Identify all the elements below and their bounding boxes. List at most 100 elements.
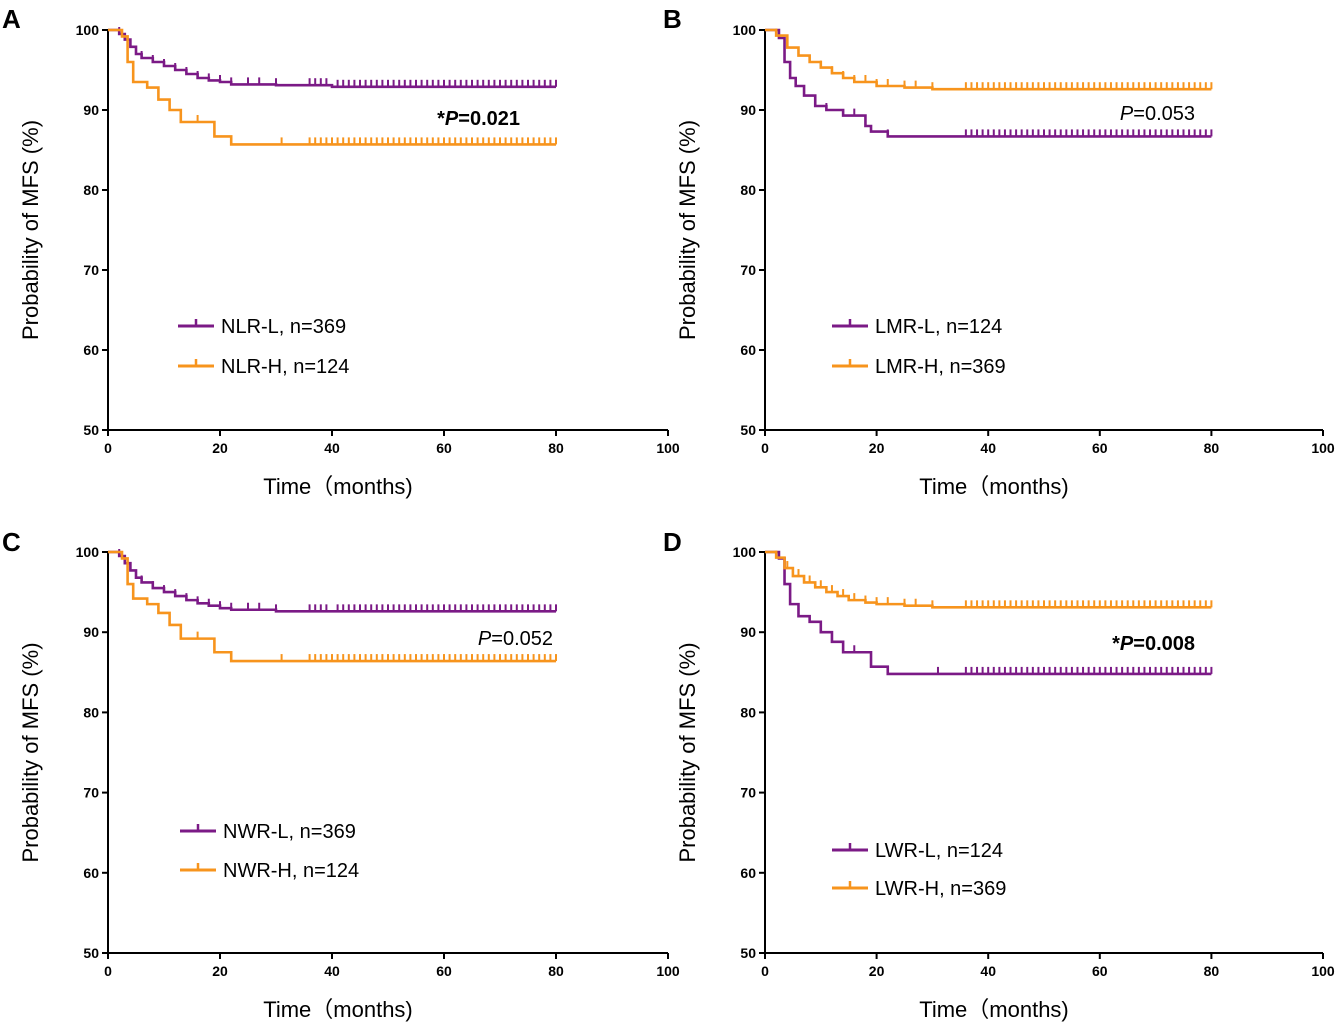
legend-item: NLR-H, n=124 [178, 356, 349, 378]
series-orange [765, 28, 1213, 91]
legend-label: LMR-H, n=369 [875, 356, 1006, 378]
x-tick-label: 100 [1311, 440, 1335, 456]
x-tick-label: 80 [548, 440, 564, 456]
x-tick-label: 80 [1204, 440, 1220, 456]
legend-item: LMR-L, n=124 [832, 316, 1002, 338]
x-tick-label: 60 [436, 440, 452, 456]
panel-label: B [663, 4, 682, 34]
p-star: * [437, 108, 445, 130]
y-tick-label: 90 [740, 102, 756, 118]
y-tick-label: 90 [83, 102, 99, 118]
p-number: =0.021 [458, 108, 520, 130]
y-tick-label: 90 [83, 624, 99, 640]
y-tick-label: 50 [83, 422, 99, 438]
y-axis-label: Probability of MFS (%) [18, 642, 43, 862]
y-tick-label: 100 [76, 544, 100, 560]
legend-label: LMR-L, n=124 [875, 316, 1002, 338]
survival-curve [765, 550, 1212, 609]
series-orange [108, 550, 557, 663]
legend-label: NWR-L, n=369 [223, 821, 356, 843]
legend-item: NLR-L, n=369 [178, 316, 346, 338]
series-orange [108, 28, 557, 146]
panel-a: A 50 60 70 80 90 100 0 20 40 60 80 100 Time（months) Pr… [2, 4, 680, 499]
survival-curve [108, 28, 556, 146]
legend-item: NWR-H, n=124 [180, 860, 359, 882]
panel-label: C [2, 527, 21, 557]
y-tick-label: 90 [740, 624, 756, 640]
x-tick-label: 40 [324, 963, 340, 979]
p-letter: P [478, 628, 492, 650]
series-purple [108, 27, 557, 89]
survival-curve [765, 550, 1212, 676]
x-tick-label: 20 [212, 963, 228, 979]
p-value: *P=0.008 [1112, 633, 1195, 655]
panel-label: A [2, 4, 21, 34]
x-tick-label: 20 [869, 963, 885, 979]
x-tick-label: 40 [324, 440, 340, 456]
p-letter: P [445, 108, 459, 130]
x-tick-label: 60 [1092, 963, 1108, 979]
x-axis-label: Time（months) [919, 474, 1069, 499]
legend-label: LWR-L, n=124 [875, 840, 1003, 862]
y-tick-label: 80 [83, 182, 99, 198]
p-number: =0.052 [491, 628, 553, 650]
y-tick-label: 80 [83, 704, 99, 720]
x-tick-label: 100 [1311, 963, 1335, 979]
survival-curve [765, 28, 1212, 91]
legend-item: LWR-L, n=124 [832, 840, 1003, 862]
x-tick-label: 40 [980, 440, 996, 456]
x-tick-label: 0 [761, 963, 769, 979]
legend-label: NLR-L, n=369 [221, 316, 346, 338]
panel-b: B 50 60 70 80 90 100 0 20 40 60 80 100 Time（months) Pr… [663, 4, 1335, 499]
x-axis-label: Time（months) [919, 997, 1069, 1022]
p-number: =0.053 [1133, 103, 1195, 125]
p-value: *P=0.021 [437, 108, 520, 130]
y-tick-label: 70 [740, 262, 756, 278]
y-tick-label: 60 [740, 342, 756, 358]
y-tick-label: 50 [740, 422, 756, 438]
x-tick-label: 100 [656, 963, 680, 979]
legend-label: LWR-H, n=369 [875, 878, 1006, 900]
x-tick-label: 60 [436, 963, 452, 979]
legend-label: NWR-H, n=124 [223, 860, 359, 882]
series-purple [108, 549, 557, 613]
y-tick-label: 60 [740, 865, 756, 881]
survival-curve [108, 550, 556, 613]
y-tick-label: 50 [83, 945, 99, 961]
x-tick-label: 100 [656, 440, 680, 456]
x-tick-label: 20 [869, 440, 885, 456]
y-tick-label: 100 [76, 22, 100, 38]
x-tick-label: 60 [1092, 440, 1108, 456]
y-tick-label: 70 [740, 785, 756, 801]
legend-label: NLR-H, n=124 [221, 356, 349, 378]
x-axis-label: Time（months) [263, 997, 413, 1022]
y-axis-label: Probability of MFS (%) [18, 120, 43, 340]
p-number: =0.008 [1133, 633, 1195, 655]
survival-curve [765, 28, 1212, 138]
p-value: P=0.052 [478, 628, 553, 650]
x-tick-label: 20 [212, 440, 228, 456]
legend-item: LWR-H, n=369 [832, 878, 1006, 900]
y-tick-label: 100 [733, 22, 757, 38]
panel-c: C 50 60 70 80 90 100 0 20 40 60 80 100 Time（months) Pr… [2, 527, 680, 1022]
p-letter: P [1120, 633, 1134, 655]
legend-item: NWR-L, n=369 [180, 821, 356, 843]
y-tick-label: 80 [740, 704, 756, 720]
x-tick-label: 40 [980, 963, 996, 979]
y-tick-label: 80 [740, 182, 756, 198]
p-value: P=0.053 [1120, 103, 1195, 125]
x-tick-label: 80 [1204, 963, 1220, 979]
panel-d: D 50 60 70 80 90 100 0 20 40 60 80 100 Time（months) Pr… [663, 527, 1335, 1022]
y-tick-label: 70 [83, 785, 99, 801]
legend-item: LMR-H, n=369 [832, 356, 1006, 378]
x-tick-label: 80 [548, 963, 564, 979]
y-tick-label: 70 [83, 262, 99, 278]
series-purple [765, 550, 1213, 676]
x-tick-label: 0 [104, 440, 112, 456]
series-purple [765, 28, 1213, 138]
panel-label: D [663, 527, 682, 557]
series-orange [765, 550, 1213, 609]
y-axis-label: Probability of MFS (%) [675, 642, 700, 862]
y-tick-label: 60 [83, 342, 99, 358]
p-letter: P [1120, 103, 1134, 125]
